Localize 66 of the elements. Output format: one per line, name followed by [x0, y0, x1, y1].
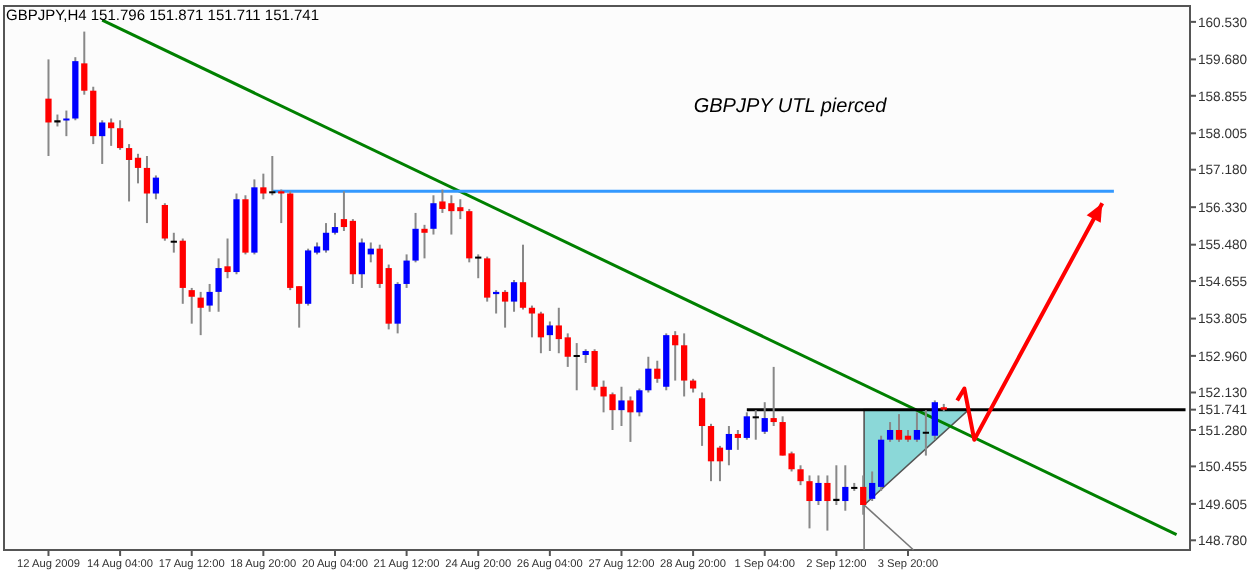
candlestick: [618, 385, 625, 428]
candlestick: [806, 474, 813, 530]
candlestick: [430, 194, 437, 236]
candlestick: [269, 155, 276, 197]
annotation: GBPJPY UTL pierced: [693, 96, 888, 118]
candlestick: [672, 330, 679, 382]
candlestick: [134, 152, 142, 185]
candlestick: [895, 413, 903, 443]
candlestick: [877, 434, 885, 492]
candlestick: [215, 257, 222, 313]
candlestick: [707, 422, 715, 483]
candlestick: [116, 119, 124, 151]
candlestick: [108, 117, 115, 147]
candlestick: [81, 30, 88, 96]
candlestick: [734, 428, 741, 451]
candlestick: [528, 304, 536, 339]
candlestick: [510, 278, 518, 313]
candlestick: [743, 411, 750, 441]
candlestick: [260, 172, 267, 201]
candlestick: [63, 109, 70, 138]
candlestick: [125, 143, 133, 203]
candlestick: [815, 474, 822, 506]
candlestick: [152, 174, 160, 201]
candlestick: [931, 399, 938, 441]
candlestick: [645, 355, 652, 394]
candlestick: [824, 474, 831, 532]
candlestick: [197, 290, 204, 337]
candlestick: [886, 421, 894, 443]
candlestick: [143, 155, 151, 225]
candlestick: [90, 85, 97, 146]
candlestick: [913, 411, 921, 443]
candlestick: [322, 222, 330, 254]
candlestick: [99, 119, 106, 165]
candlestick: [770, 365, 777, 428]
candlestick: [698, 391, 706, 447]
candlestick: [179, 237, 186, 305]
candlestick: [45, 58, 52, 158]
candlestick: [331, 211, 339, 236]
candlestick: [627, 395, 634, 443]
candlestick: [394, 281, 401, 335]
candlestick: [421, 223, 428, 260]
candlestick: [475, 253, 482, 280]
candlestick: [161, 202, 168, 242]
candlestick: [519, 243, 527, 311]
candlestick: [564, 332, 571, 368]
candlestick: [412, 211, 419, 264]
candlestick: [546, 320, 553, 353]
candlestick: [797, 464, 804, 487]
candlestick: [188, 286, 195, 325]
candlestick: [206, 282, 213, 313]
candlestick: [501, 289, 509, 329]
candlestick: [484, 255, 491, 303]
candlestick: [224, 237, 231, 280]
candlestick: [537, 310, 545, 355]
candlestick: [842, 464, 849, 512]
candlestick: [681, 332, 688, 398]
candlestick: [725, 425, 733, 467]
candlestick: [403, 253, 410, 289]
candlestick: [654, 359, 661, 384]
candlestick: [591, 348, 598, 392]
candlestick: [170, 231, 177, 254]
candlestick: [573, 342, 580, 392]
candlestick: [761, 401, 768, 435]
candlestick: [636, 387, 643, 418]
candlestick: [278, 188, 285, 225]
candlestick: [466, 207, 473, 264]
